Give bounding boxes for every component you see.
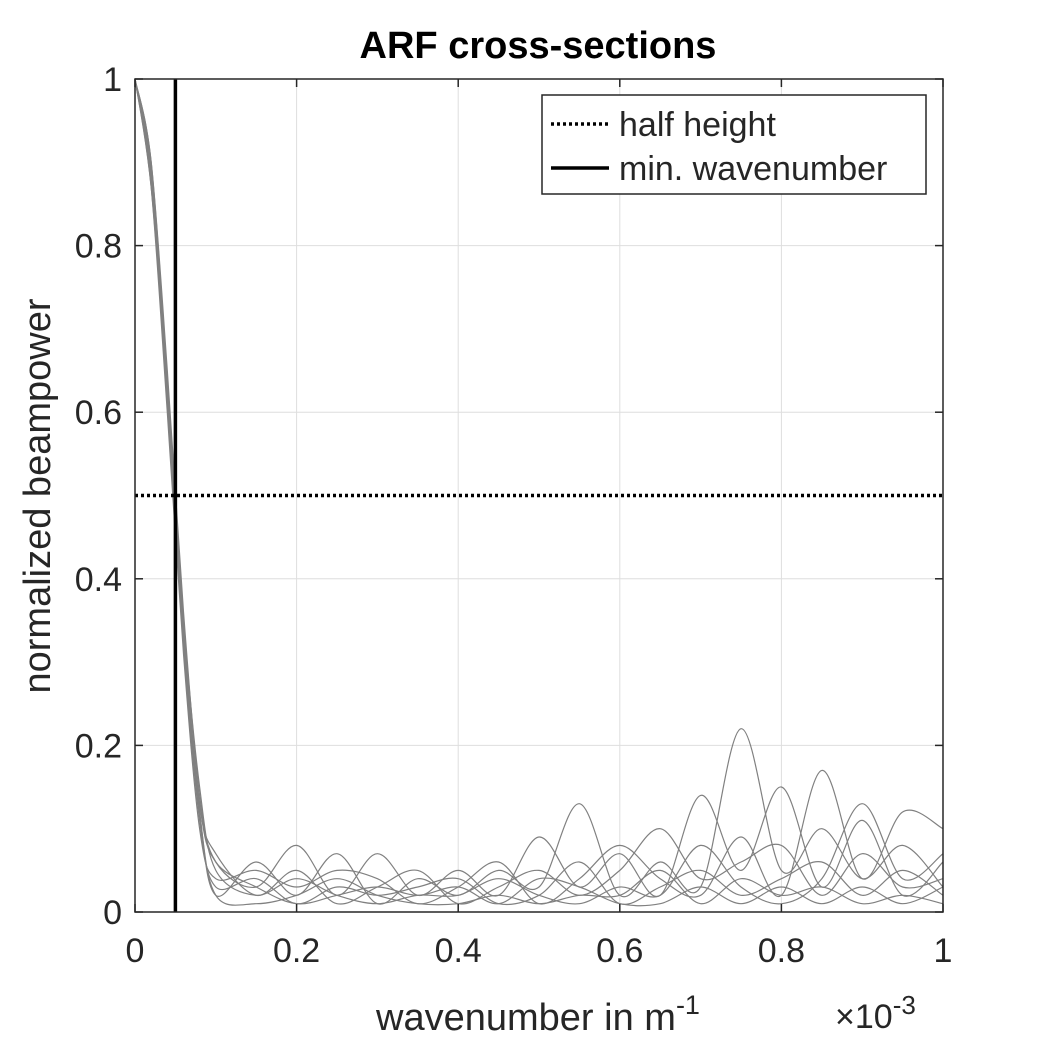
y-tick-label-1: 0.2 — [75, 727, 122, 765]
grid — [135, 79, 943, 912]
series-line-7 — [134, 78, 944, 907]
x-axis-label-main: wavenumber in m — [375, 997, 676, 1039]
legend-label-half-height: half height — [619, 106, 776, 144]
series-line-4 — [134, 78, 944, 906]
chart-title: ARF cross-sections — [360, 25, 717, 67]
x-tick-label-3: 0.6 — [596, 932, 643, 970]
legend-label-min-wavenumber: min. wavenumber — [619, 150, 887, 188]
series-line-2 — [134, 78, 944, 905]
y-tick-label-2: 0.4 — [75, 561, 122, 599]
y-tick-label-4: 0.8 — [75, 228, 122, 266]
series-line-6 — [134, 78, 944, 906]
x-tick-label-2: 0.4 — [435, 932, 482, 970]
x-axis-multiplier: ×10-3 — [835, 990, 916, 1036]
legend: half height min. wavenumber — [541, 94, 927, 195]
x-tick-label-1: 0.2 — [273, 932, 320, 970]
y-axis-label: normalized beampower — [17, 298, 59, 693]
y-tick-label-5: 1 — [103, 61, 122, 99]
series-line-1 — [134, 78, 944, 898]
x-tick-label-4: 0.8 — [758, 932, 805, 970]
axes-box — [134, 78, 944, 913]
series-line-0 — [134, 78, 944, 905]
reference-lines — [135, 79, 943, 912]
legend-box — [541, 94, 927, 195]
x-axis-multiplier-base: ×10 — [835, 998, 893, 1036]
x-axis-label: wavenumber in m-1 — [375, 990, 700, 1039]
y-tick-label-3: 0.6 — [75, 394, 122, 432]
curves — [134, 78, 944, 907]
series-line-3 — [134, 78, 944, 905]
x-axis-label-exponent: -1 — [676, 990, 700, 1020]
x-tick-label-0: 0 — [126, 932, 145, 970]
axes: 0 0.2 0.4 0.6 0.8 1 0 0.2 0.4 0.6 0.8 1 — [75, 61, 953, 970]
y-tick-label-0: 0 — [103, 894, 122, 932]
x-axis-multiplier-exponent: -3 — [893, 990, 916, 1020]
series-line-5 — [134, 78, 944, 905]
x-tick-label-5: 1 — [934, 932, 953, 970]
